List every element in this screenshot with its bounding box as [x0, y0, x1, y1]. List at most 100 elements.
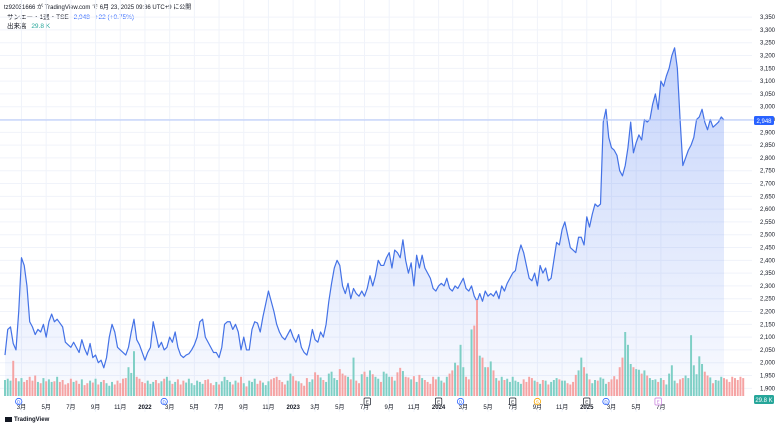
volume-bar [572, 381, 575, 396]
volume-bar [550, 381, 553, 396]
volume-bar [100, 381, 103, 396]
earnings-marker-label: E [657, 399, 660, 404]
volume-bar [223, 376, 226, 396]
volume-bar [56, 376, 59, 396]
volume-bar [261, 382, 264, 396]
volume-bar [42, 378, 45, 396]
volume-bar [407, 377, 410, 396]
volume-bar [135, 376, 138, 396]
volume-bar [487, 367, 489, 396]
time-tick-label: 9月 [239, 404, 248, 411]
volume-bar [105, 383, 108, 396]
volume-bar [305, 378, 308, 396]
volume-bar [97, 384, 100, 396]
earnings-marker [435, 397, 443, 406]
volume-bar [434, 379, 437, 396]
volume-bar [610, 379, 613, 396]
volume-bar [69, 378, 72, 396]
volume-bar [34, 375, 37, 396]
volume-bar [731, 376, 734, 396]
volume-bar [684, 375, 687, 396]
time-tick-label: 11月 [408, 404, 420, 411]
volume-bar [670, 365, 673, 396]
volume-bar [133, 351, 135, 396]
volume-bar [723, 378, 725, 396]
volume-bar [294, 380, 297, 396]
volume-bar [89, 380, 92, 396]
volume-bar [286, 380, 289, 396]
volume-bar [264, 385, 267, 396]
volume-bar [552, 380, 555, 396]
volume-bar [113, 384, 116, 396]
earnings-marker [654, 397, 662, 406]
volume-bar [657, 381, 660, 396]
tradingview-logo[interactable]: TradingView [5, 417, 49, 423]
time-tick-label: 11月 [262, 404, 274, 411]
time-tick-label: 3月 [459, 404, 468, 411]
volume-bar [272, 378, 275, 396]
volume-bar [654, 379, 657, 396]
volume-bar [78, 383, 81, 396]
volume-bar [547, 384, 550, 396]
volume-bar [157, 383, 160, 396]
volume-bar [539, 383, 542, 396]
volume-badge [754, 395, 774, 404]
dividend-marker-label: D [604, 400, 608, 405]
volume-bar [322, 380, 325, 396]
dividend-marker [456, 397, 465, 406]
volume-bar [577, 370, 580, 396]
volume-bar [456, 365, 459, 396]
time-tick-label: 2025 [580, 405, 594, 411]
volume-bar [385, 373, 388, 396]
price-tick-label: 3,300 [760, 28, 776, 34]
volume-bar [374, 376, 377, 396]
price-tick-label: 3,350 [760, 15, 776, 21]
volume-bar [198, 381, 201, 396]
dividend-marker-label: D [17, 400, 21, 405]
time-tick-label: 2024 [432, 405, 446, 411]
volume-bar [229, 381, 232, 396]
volume-bar [124, 378, 127, 396]
volume-bar [226, 380, 229, 396]
time-tick-label: 3月 [310, 404, 319, 411]
volume-bar [58, 381, 61, 396]
volume-bar [182, 380, 185, 396]
volume-bar [390, 376, 393, 396]
volume-bar [212, 385, 215, 396]
volume-bar [67, 383, 70, 396]
volume-bar [72, 381, 75, 396]
volume-bar [278, 380, 281, 396]
volume-bar [596, 380, 599, 396]
price-axis[interactable]: 3,350 3,300 3,250 3,200 3,150 3,100 3,050 3,000… [760, 15, 776, 392]
time-tick-label: 5月 [41, 404, 50, 411]
volume-bar [179, 384, 182, 396]
volume-bar [662, 380, 665, 396]
volume-bar [141, 381, 144, 396]
price-tick-label: 3,050 [760, 92, 776, 98]
volume-bar [712, 383, 715, 396]
volume-bar [61, 380, 64, 396]
volume-bar [558, 379, 561, 396]
volume-bar [138, 378, 141, 396]
volume-bar [53, 381, 56, 396]
price-badge [754, 116, 774, 125]
volume-bar [220, 381, 223, 396]
volume-bar [86, 383, 89, 396]
volume-bar [465, 376, 468, 396]
volume-bar [624, 332, 627, 396]
time-tick-label: 7月 [66, 404, 75, 411]
volume-bar [297, 381, 300, 396]
price-tick-label: 2,500 [760, 233, 776, 239]
price-tick-label: 2,600 [760, 207, 776, 213]
volume-bar [379, 381, 382, 396]
volume-bar [429, 383, 432, 396]
volume-bar [401, 371, 404, 396]
volume-bar [530, 378, 533, 396]
earnings-marker [509, 397, 517, 406]
dividend-marker [160, 397, 168, 406]
time-axis[interactable]: 3月 5月 7月 9月 11月 2022 3月 5月 7月 9月 11月 2023 3月 5月 7月 9月 11… [17, 404, 666, 411]
volume-bar [703, 371, 706, 396]
volume-bar [371, 374, 374, 396]
legend-volume-row[interactable]: 出来高 29.8 K [7, 22, 134, 31]
